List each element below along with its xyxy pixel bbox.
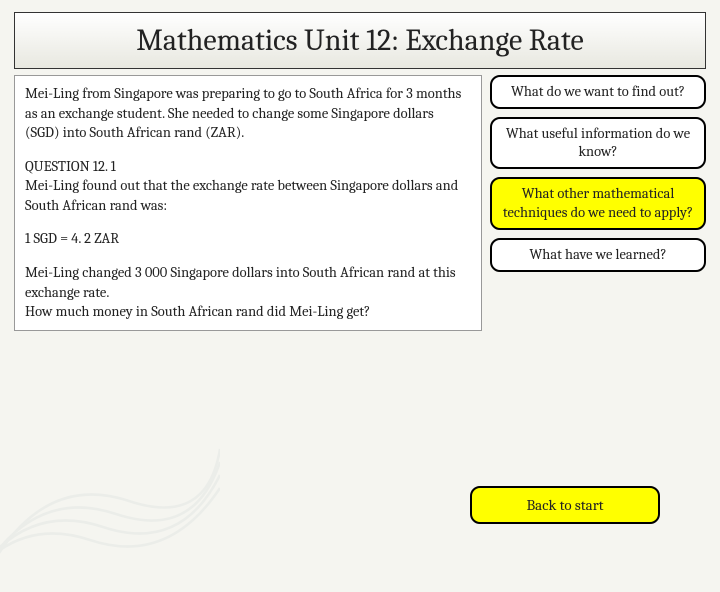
sidebar-q1[interactable]: What do we want to find out?	[490, 75, 706, 109]
background-swirl	[0, 332, 220, 592]
question-sidebar: What do we want to find out? What useful…	[490, 75, 706, 331]
question-block: QUESTION 12. 1 Mei-Ling found out that t…	[25, 157, 471, 216]
page-title: Mathematics Unit 12: Exchange Rate	[23, 23, 697, 58]
exchange-rate: 1 SGD = 4. 2 ZAR	[25, 229, 471, 249]
question-label: QUESTION 12. 1	[25, 158, 116, 175]
question-lead: Mei-Ling found out that the exchange rat…	[25, 177, 458, 214]
task-text: Mei-Ling changed 3 000 Singapore dollars…	[25, 263, 471, 322]
title-banner: Mathematics Unit 12: Exchange Rate	[14, 12, 706, 69]
sidebar-q4[interactable]: What have we learned?	[490, 238, 706, 272]
sidebar-q2[interactable]: What useful information do we know?	[490, 117, 706, 169]
content-area: Mei-Ling from Singapore was preparing to…	[14, 75, 706, 331]
problem-panel: Mei-Ling from Singapore was preparing to…	[14, 75, 482, 331]
back-to-start-button[interactable]: Back to start	[470, 486, 660, 524]
sidebar-q3[interactable]: What other mathematical techniques do we…	[490, 177, 706, 229]
intro-text: Mei-Ling from Singapore was preparing to…	[25, 84, 471, 143]
